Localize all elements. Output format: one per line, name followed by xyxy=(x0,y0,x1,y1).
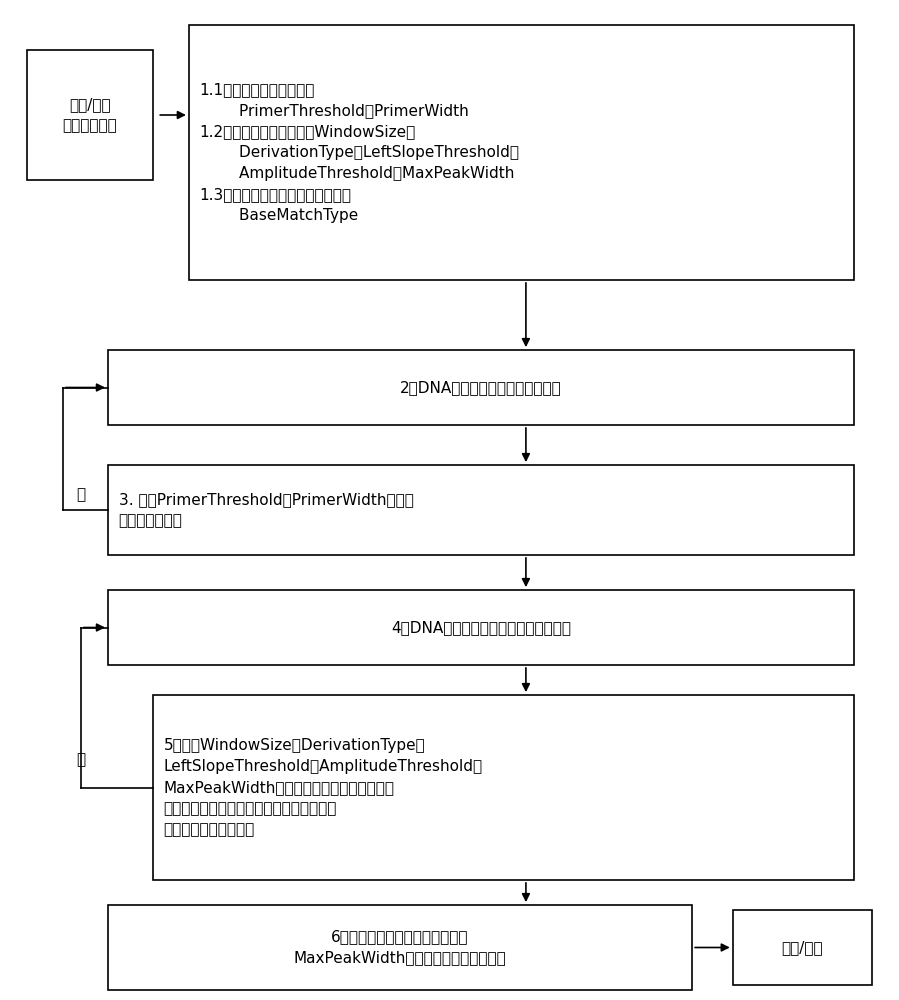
Text: 1.1、设定引物峰识别参数
        PrimerThreshold、PrimerWidth
1.2、设定内标峰识别参数WindowSize、
     : 1.1、设定引物峰识别参数 PrimerThreshold、PrimerWidt… xyxy=(200,82,519,223)
FancyBboxPatch shape xyxy=(108,350,854,425)
Text: 3. 根据PrimerThreshold、PrimerWidth，逐点
进行引物峰判断: 3. 根据PrimerThreshold、PrimerWidth，逐点 进行引物… xyxy=(119,492,414,528)
FancyBboxPatch shape xyxy=(189,25,854,280)
FancyBboxPatch shape xyxy=(108,905,692,990)
Text: 6、根据最大特征分子量峰位置与
MaxPeakWidth，确定数据采集结束时刻: 6、根据最大特征分子量峰位置与 MaxPeakWidth，确定数据采集结束时刻 xyxy=(294,930,506,966)
Text: 否: 否 xyxy=(76,488,85,502)
Text: 开始/输入
光谱校正矩阵: 开始/输入 光谱校正矩阵 xyxy=(63,97,117,133)
FancyBboxPatch shape xyxy=(153,695,854,880)
Text: 5、根据WindowSize、DerivationType、
LeftSlopeThreshold、AmplitudeThreshold、
MaxPeakWid: 5、根据WindowSize、DerivationType、 LeftSlope… xyxy=(164,738,483,837)
Text: 2、DNA荧光光谱开始段帧数据读取: 2、DNA荧光光谱开始段帧数据读取 xyxy=(400,380,562,395)
Text: 输出/结束: 输出/结束 xyxy=(781,940,823,955)
FancyBboxPatch shape xyxy=(108,590,854,665)
Text: 否: 否 xyxy=(76,752,85,768)
Text: 4、DNA荧光光谱中间有效段帧数据读取: 4、DNA荧光光谱中间有效段帧数据读取 xyxy=(391,620,571,635)
FancyBboxPatch shape xyxy=(108,465,854,555)
FancyBboxPatch shape xyxy=(27,50,153,180)
FancyBboxPatch shape xyxy=(733,910,872,985)
